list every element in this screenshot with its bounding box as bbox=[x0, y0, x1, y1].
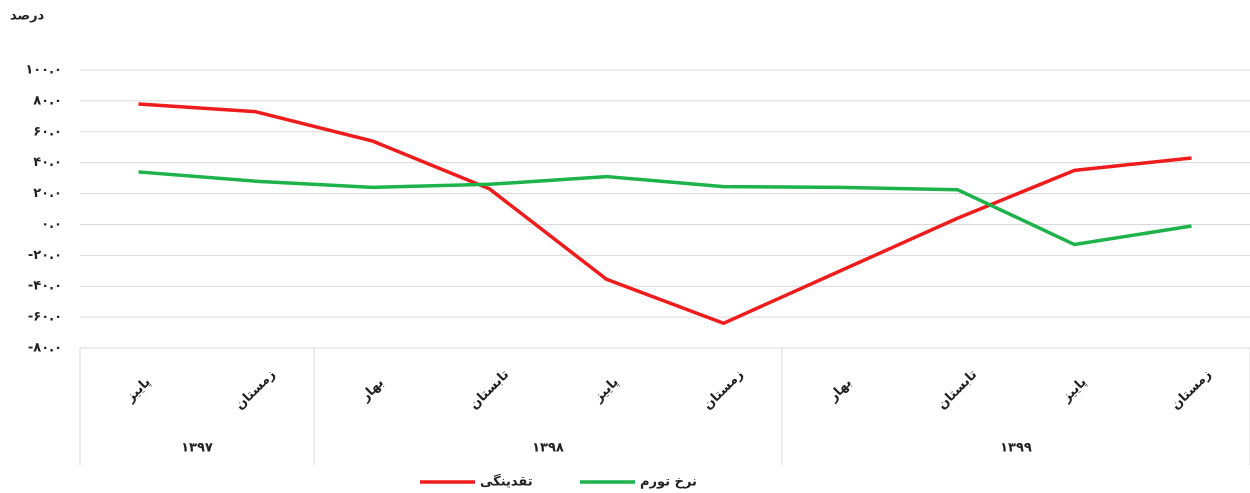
y-tick-label: -۲۰.۰ bbox=[28, 248, 62, 263]
legend-label: نرخ تورم bbox=[640, 475, 697, 490]
x-tick-label: پاییز bbox=[591, 375, 622, 406]
x-tick-label: زمستان bbox=[701, 367, 747, 413]
x-tick-label: پاییز bbox=[123, 375, 154, 406]
x-tick-label: تابستان bbox=[935, 367, 980, 412]
x-tick-label: زمستان bbox=[233, 367, 279, 413]
y-tick-label: -۴۰.۰ bbox=[28, 279, 62, 294]
y-tick-label: -۶۰.۰ bbox=[28, 310, 62, 325]
x-tick-label: پاییز bbox=[1059, 375, 1090, 406]
x-tick-label: تابستان bbox=[467, 367, 512, 412]
y-tick-label: ۴۰.۰ bbox=[33, 155, 62, 170]
x-group-label: ۱۳۹۷ bbox=[181, 441, 213, 456]
x-tick-label: زمستان bbox=[1169, 367, 1215, 413]
x-group-label: ۱۳۹۹ bbox=[1000, 441, 1032, 456]
x-group-label: ۱۳۹۸ bbox=[532, 441, 564, 456]
y-tick-label: ۸۰.۰ bbox=[33, 93, 62, 108]
data-line bbox=[138, 102, 1192, 326]
y-tick-label: -۸۰.۰ bbox=[28, 341, 62, 356]
data-line bbox=[138, 170, 1192, 247]
y-tick-label: ۰.۰ bbox=[41, 217, 62, 232]
legend-label: تقدینگی bbox=[480, 474, 533, 490]
y-tick-label: ۲۰.۰ bbox=[33, 186, 62, 201]
y-tick-label: ۱۰۰.۰ bbox=[25, 63, 62, 78]
y-axis-label: درصد bbox=[10, 9, 45, 24]
x-tick-label: بهار bbox=[825, 376, 855, 406]
y-tick-label: ۶۰.۰ bbox=[33, 124, 62, 139]
x-tick-label: بهار bbox=[357, 376, 387, 406]
